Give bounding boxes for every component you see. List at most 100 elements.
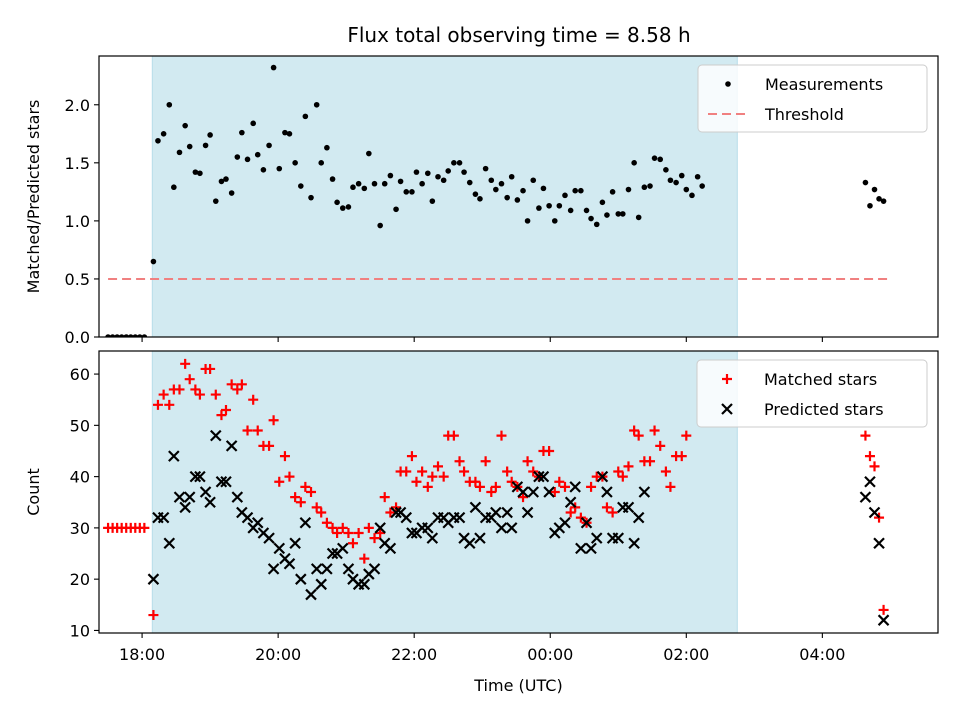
predicted-point — [295, 573, 307, 585]
measurement-point — [540, 185, 547, 192]
measurement-point — [520, 187, 526, 194]
measurement-point — [615, 211, 622, 217]
legend: Matched stars Predicted stars — [696, 359, 928, 428]
measurement-point — [567, 207, 574, 214]
measurement-point — [409, 189, 415, 195]
matched-point — [343, 528, 354, 539]
measurement-point — [313, 101, 320, 108]
measurement-point — [250, 120, 256, 127]
measurement-point — [694, 173, 701, 180]
matched-point — [613, 466, 624, 477]
measurement-point — [572, 187, 578, 194]
matched-point — [869, 461, 880, 472]
measurement-point — [127, 334, 134, 337]
measurement-point — [488, 177, 495, 184]
axes-frame — [98, 350, 939, 634]
measurement-point — [114, 334, 120, 337]
matched-point — [417, 466, 428, 477]
matched-point — [681, 430, 692, 441]
measurement-point — [298, 183, 304, 189]
measurement-point — [588, 215, 594, 222]
measurement-point — [440, 177, 447, 184]
measurement-point — [324, 144, 330, 151]
matched-point — [316, 507, 327, 518]
matched-point — [864, 451, 875, 462]
y-tick-label: 1.5 — [65, 154, 90, 173]
measurement-point — [546, 202, 552, 209]
matched-point — [454, 456, 465, 467]
matched-point — [586, 481, 597, 492]
predicted-point — [273, 542, 286, 555]
predicted-point — [521, 506, 534, 519]
predicted-point — [406, 527, 418, 539]
predicted-point — [251, 516, 264, 529]
matched-point — [236, 379, 247, 390]
predicted-point — [868, 506, 881, 519]
predicted-point — [189, 470, 202, 483]
matched-point — [184, 374, 195, 385]
measurement-point — [276, 165, 283, 172]
predicted-point — [632, 511, 645, 524]
chart-title: Flux total observing time = 8.58 h — [347, 23, 690, 47]
matched-point — [660, 466, 671, 477]
measurement-point — [403, 189, 410, 195]
matched-point — [369, 533, 380, 544]
predicted-point — [194, 470, 206, 483]
predicted-point — [241, 511, 254, 524]
measurement-point — [472, 191, 479, 197]
predicted-point — [267, 563, 280, 575]
matched-point — [152, 399, 163, 410]
matched-point — [470, 476, 481, 487]
matched-point — [607, 507, 618, 518]
y-tick-label: 60 — [70, 365, 90, 384]
predicted-point — [183, 491, 196, 503]
matched-point — [158, 389, 169, 400]
y-axis-label: Count — [24, 468, 43, 516]
axes-frame — [98, 55, 939, 338]
predicted-point — [173, 491, 186, 503]
predicted-point — [163, 537, 176, 550]
predicted-point — [569, 481, 581, 493]
matched-point — [164, 399, 175, 410]
measurement-point — [234, 154, 241, 160]
predicted-point — [374, 522, 386, 534]
predicted-point — [305, 588, 317, 601]
predicted-point — [231, 491, 244, 503]
measurement-point — [456, 160, 463, 166]
predicted-point — [628, 537, 640, 550]
measurement-point — [536, 205, 542, 211]
matched-point — [353, 528, 364, 539]
matched-point — [878, 604, 889, 615]
matched-point — [268, 415, 279, 426]
predicted-point — [537, 470, 550, 483]
measurement-point — [551, 218, 558, 224]
matched-point — [264, 440, 275, 451]
predicted-point — [564, 496, 577, 509]
measurement-point — [123, 334, 130, 337]
measurement-point — [562, 192, 568, 199]
predicted-point — [157, 511, 170, 524]
predicted-point — [463, 537, 476, 550]
predicted-point — [368, 563, 381, 575]
measurement-point — [105, 334, 111, 337]
matched-point — [559, 481, 570, 492]
measurement-point — [345, 204, 352, 210]
measurement-point — [166, 101, 173, 108]
measurement-point — [493, 186, 499, 193]
y-tick-label: 0.5 — [65, 270, 90, 289]
predicted-point — [543, 486, 555, 498]
predicted-point — [517, 486, 529, 498]
measurement-point — [413, 169, 420, 175]
matched-point — [401, 466, 412, 477]
measurement-point — [625, 186, 632, 193]
measurement-point — [150, 258, 157, 265]
matched-point — [623, 461, 634, 472]
measurement-point — [282, 129, 288, 136]
matched-point — [565, 507, 576, 518]
legend-label: Threshold — [764, 105, 844, 124]
measurement-point — [667, 177, 674, 184]
predicted-point — [342, 563, 355, 575]
predicted-point — [210, 429, 222, 442]
measurement-point — [137, 334, 143, 337]
matched-point — [655, 440, 666, 451]
